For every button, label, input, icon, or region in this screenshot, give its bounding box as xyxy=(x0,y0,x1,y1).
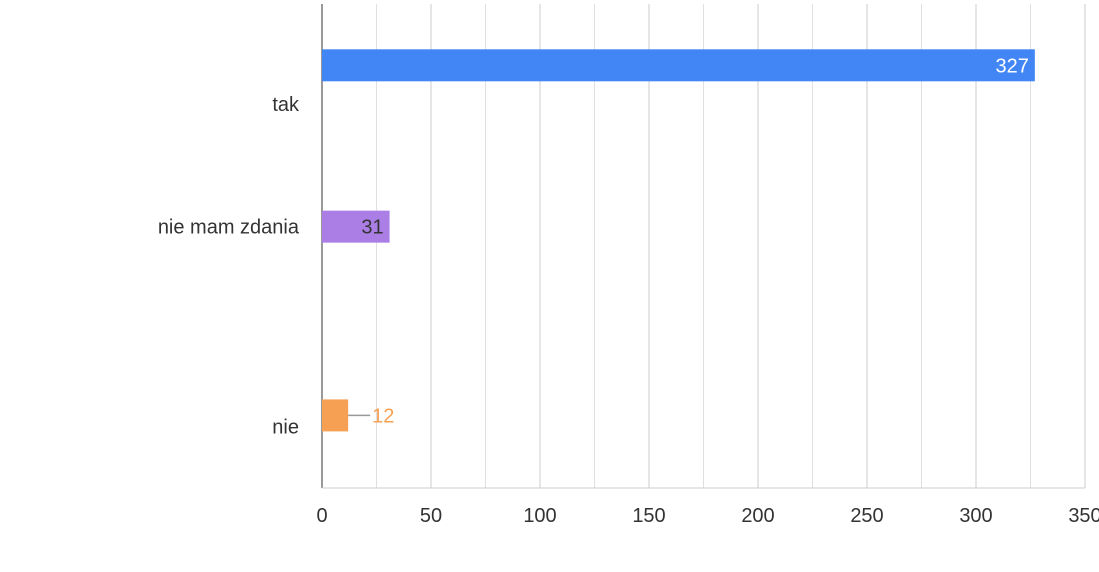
x-tick-labels: 0 50 100 150 200 250 300 350 xyxy=(316,505,1099,527)
bar-1 xyxy=(322,210,390,243)
bar-2 xyxy=(322,399,349,432)
category-label: nie mam zdania xyxy=(158,217,300,239)
x-tick-label: 150 xyxy=(632,505,665,527)
data-label: 31 xyxy=(361,217,383,239)
data-label: 327 xyxy=(995,55,1028,77)
category-labels: tak nie mam zdania nie xyxy=(158,94,300,439)
bar-0 xyxy=(322,49,1035,82)
x-tick-label: 200 xyxy=(741,505,774,527)
x-tick-label: 100 xyxy=(523,505,556,527)
data-label: 12 xyxy=(372,405,394,427)
category-label: tak xyxy=(272,94,300,116)
x-tick-label: 350 xyxy=(1068,505,1099,527)
x-tick-label: 50 xyxy=(420,505,442,527)
x-tick-label: 300 xyxy=(959,505,992,527)
data-labels: 327 31 12 xyxy=(348,55,1029,427)
category-label: nie xyxy=(272,417,299,439)
bars xyxy=(322,49,1035,432)
x-tick-label: 0 xyxy=(316,505,327,527)
x-tick-label: 250 xyxy=(850,505,883,527)
gridlines xyxy=(321,4,1086,489)
